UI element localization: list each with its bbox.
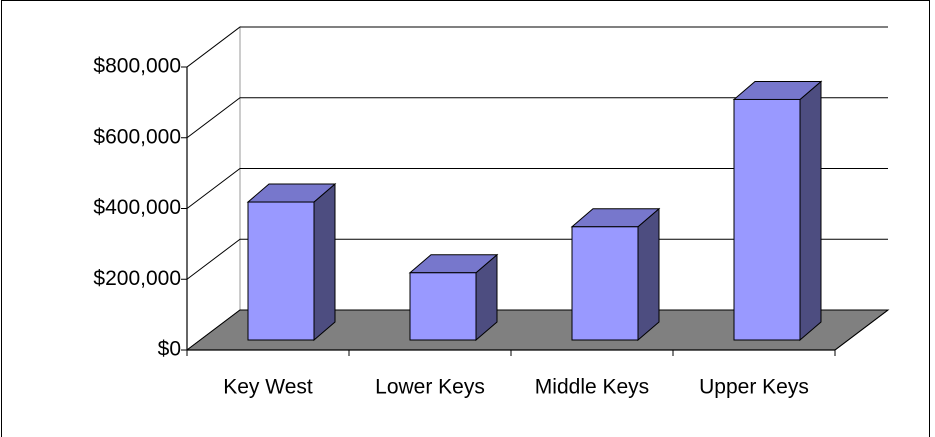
bar: [571, 226, 639, 341]
grid-line: [186, 238, 888, 280]
bar: [247, 201, 315, 341]
y-tick-label: $400,000: [93, 196, 181, 219]
x-tick-label: Upper Keys: [699, 376, 809, 399]
y-tick-label: $0: [158, 338, 181, 361]
y-tick-label: $800,000: [93, 55, 181, 78]
bar-side: [313, 182, 336, 342]
x-tick-label: Middle Keys: [535, 376, 649, 399]
bar: [409, 272, 477, 341]
y-tick-label: $200,000: [93, 267, 181, 290]
bar: [733, 98, 801, 341]
grid-line: [186, 97, 888, 139]
x-tick-label: Lower Keys: [375, 376, 485, 399]
y-tick-label: $600,000: [93, 125, 181, 148]
left-wall-edge: [186, 25, 241, 310]
bar-side: [799, 80, 822, 342]
floor-edge: [834, 309, 889, 351]
x-tick-label: Key West: [223, 376, 313, 399]
grid-line: [186, 26, 888, 68]
grid-line: [186, 168, 888, 209]
bar-side: [637, 207, 660, 342]
